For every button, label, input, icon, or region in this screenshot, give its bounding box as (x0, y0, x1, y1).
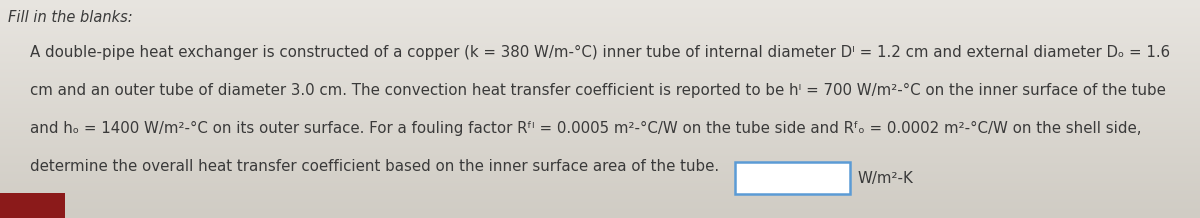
Text: Fill in the blanks:: Fill in the blanks: (8, 10, 133, 25)
Text: and hₒ = 1400 W/m²-°C on its outer surface. For a fouling factor Rᶠᴵ = 0.0005 m²: and hₒ = 1400 W/m²-°C on its outer surfa… (30, 121, 1141, 136)
Text: determine the overall heat transfer coefficient based on the inner surface area : determine the overall heat transfer coef… (30, 159, 719, 174)
Text: cm and an outer tube of diameter 3.0 cm. The convection heat transfer coefficien: cm and an outer tube of diameter 3.0 cm.… (30, 83, 1166, 98)
Text: W/m²-K: W/m²-K (858, 170, 913, 186)
Bar (734, 162, 850, 194)
Bar (0, 193, 65, 218)
Text: A double-pipe heat exchanger is constructed of a copper (k = 380 W/m-°C) inner t: A double-pipe heat exchanger is construc… (30, 45, 1170, 60)
